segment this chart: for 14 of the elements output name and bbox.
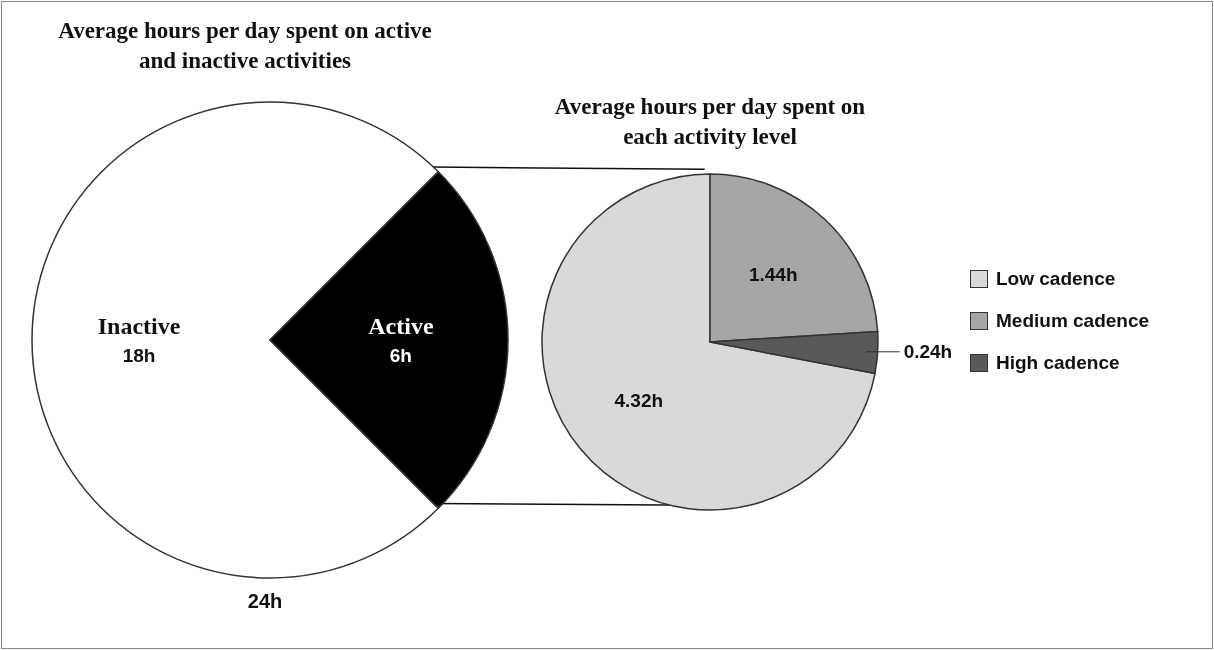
data-label: 4.32h xyxy=(614,389,664,411)
data-label: 18h xyxy=(122,345,156,366)
legend-label: Low cadence xyxy=(996,268,1116,290)
slice-label: Inactive xyxy=(97,313,181,339)
text: 24h xyxy=(246,590,284,613)
data-label: 1.44h xyxy=(748,263,798,285)
legend-label: High cadence xyxy=(996,352,1120,374)
chart-title: Average hours per day spent on active and inactive activities xyxy=(57,17,433,75)
chart-title: Average hours per day spent on each activity level xyxy=(553,93,867,151)
data-label: 0.24h xyxy=(903,341,953,363)
data-label: 6h xyxy=(389,345,412,366)
slice-label: Active xyxy=(368,313,434,339)
pie-slice xyxy=(541,173,876,511)
legend-label: Medium cadence xyxy=(996,310,1150,332)
